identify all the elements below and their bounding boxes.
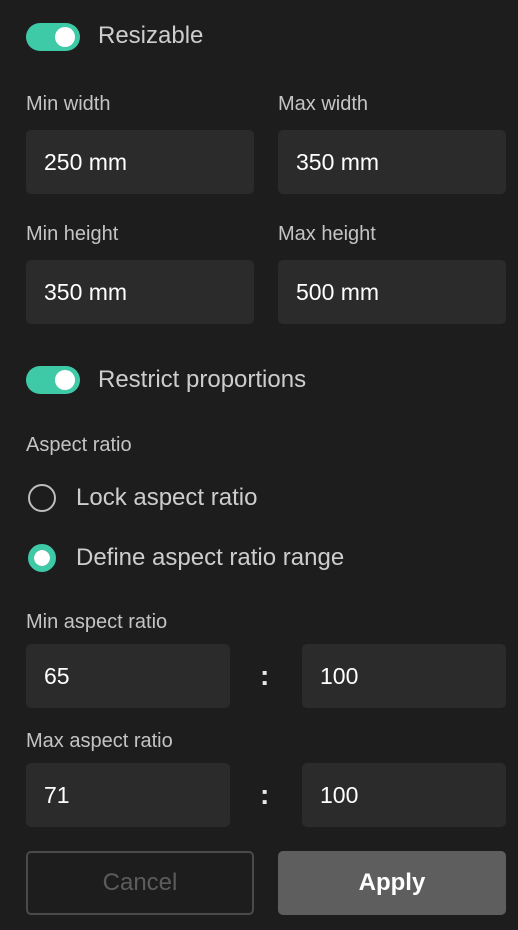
toggle-knob — [55, 27, 75, 47]
apply-button[interactable]: Apply — [278, 851, 506, 915]
min-aspect-ratio-separator: : — [260, 660, 270, 691]
min-aspect-ratio-right-input[interactable]: 100 — [302, 644, 506, 708]
define-aspect-ratio-range-label[interactable]: Define aspect ratio range — [76, 544, 345, 571]
min-width-label: Min width — [26, 93, 111, 115]
min-height-label: Min height — [26, 223, 119, 245]
max-height-label: Max height — [278, 223, 376, 245]
restrict-proportions-toggle[interactable] — [26, 366, 80, 394]
restrict-proportions-label: Restrict proportions — [98, 366, 307, 393]
max-width-input[interactable]: 350 mm — [278, 130, 506, 194]
min-aspect-ratio-label: Min aspect ratio — [26, 611, 168, 633]
max-height-input[interactable]: 500 mm — [278, 260, 506, 324]
max-aspect-ratio-right-input[interactable]: 100 — [302, 763, 506, 827]
max-aspect-ratio-label: Max aspect ratio — [26, 730, 173, 752]
lock-aspect-ratio-label[interactable]: Lock aspect ratio — [76, 484, 258, 511]
radio-dot — [34, 550, 50, 566]
min-aspect-ratio-left-input[interactable]: 65 — [26, 644, 230, 708]
max-width-label: Max width — [278, 93, 369, 115]
aspect-ratio-section-label: Aspect ratio — [26, 434, 132, 456]
max-aspect-ratio-separator: : — [260, 779, 270, 810]
min-height-input[interactable]: 350 mm — [26, 260, 254, 324]
resizable-label: Resizable — [98, 22, 204, 49]
define-aspect-ratio-range-radio[interactable] — [28, 544, 56, 572]
max-aspect-ratio-left-input[interactable]: 71 — [26, 763, 230, 827]
cancel-button[interactable]: Cancel — [26, 851, 254, 915]
lock-aspect-ratio-radio[interactable] — [28, 484, 56, 512]
min-width-input[interactable]: 250 mm — [26, 130, 254, 194]
toggle-knob — [55, 370, 75, 390]
resizable-toggle[interactable] — [26, 23, 80, 51]
